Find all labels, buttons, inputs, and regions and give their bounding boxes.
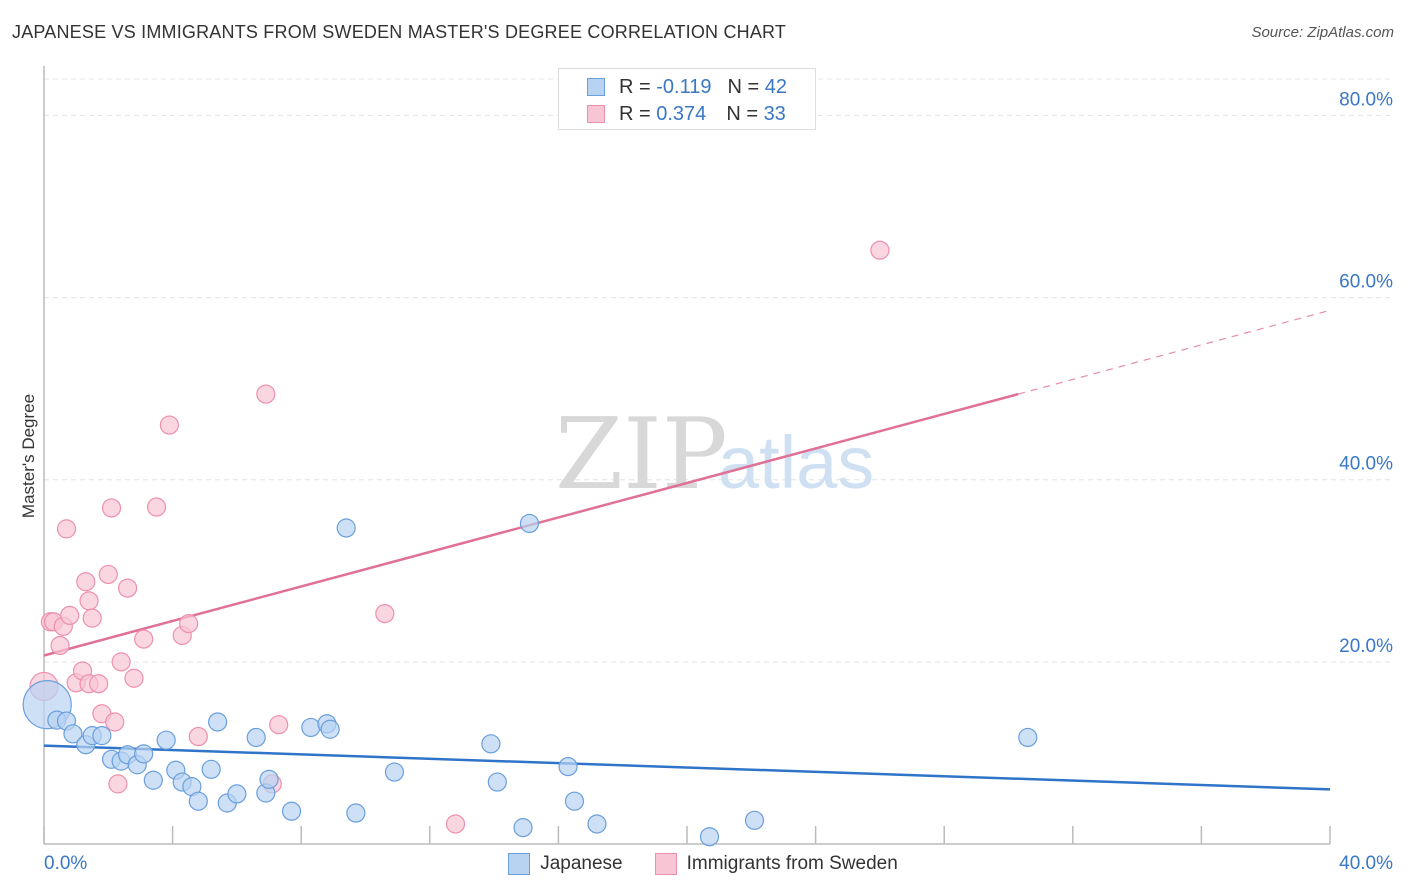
- n-label: N =: [727, 75, 760, 98]
- legend-item-sweden[interactable]: Immigrants from Sweden: [654, 853, 898, 875]
- japanese-point: [513, 818, 533, 838]
- japanese-point: [208, 712, 228, 732]
- x-tick-label: 0.0%: [44, 853, 87, 874]
- axis-layer: [43, 66, 1331, 845]
- chart-title: JAPANESE VS IMMIGRANTS FROM SWEDEN MASTE…: [12, 22, 787, 42]
- japanese-point: [481, 734, 501, 754]
- sweden-point: [56, 519, 77, 539]
- japanese-point: [744, 810, 765, 830]
- sweden-point: [60, 605, 80, 626]
- sweden-point: [146, 497, 167, 517]
- sweden-point: [108, 774, 128, 794]
- watermark-atlas: atlas: [718, 421, 874, 504]
- y-axis-title: Master's Degree: [19, 394, 38, 518]
- japanese-point: [246, 727, 266, 748]
- legend-label-japanese: Japanese: [540, 853, 623, 874]
- sweden-point: [269, 715, 289, 735]
- japanese-point: [259, 769, 279, 789]
- japanese-point: [92, 726, 112, 746]
- legend-label-sweden: Immigrants from Sweden: [686, 853, 898, 874]
- sweden-point: [50, 635, 70, 656]
- sweden-swatch: [654, 853, 677, 875]
- r-label: R =: [619, 75, 651, 98]
- japanese-point: [301, 717, 321, 738]
- sweden-point: [98, 564, 118, 585]
- watermark-zip: ZIP: [555, 398, 728, 512]
- sweden-point: [117, 578, 138, 598]
- japanese-point: [519, 513, 540, 534]
- sweden-point: [188, 726, 208, 747]
- japanese-point: [281, 801, 302, 821]
- sweden-swatch: [587, 105, 605, 123]
- sweden-point: [124, 668, 144, 688]
- japanese-point: [201, 759, 221, 779]
- japanese-point: [63, 724, 83, 744]
- japanese-point: [564, 791, 585, 811]
- sweden-point: [134, 629, 154, 649]
- japanese-point: [558, 756, 578, 777]
- sweden-point: [179, 614, 199, 634]
- n-value: 33: [763, 102, 786, 125]
- y-tick-label: 20.0%: [1339, 636, 1393, 657]
- japanese-point: [699, 827, 720, 847]
- label-layer: 20.0% 40.0% 60.0% 80.0% 0.0% 40.0% Master's De…: [19, 89, 1393, 874]
- sweden-point: [256, 384, 276, 404]
- grid-layer: [44, 78, 1392, 663]
- x-tick-label: 40.0%: [1339, 853, 1393, 874]
- sweden-point: [82, 608, 102, 628]
- legend-row-japanese: R = -0.119 N = 42: [587, 74, 787, 100]
- japanese-swatch: [508, 853, 531, 875]
- sweden-point: [79, 591, 99, 611]
- legend-row-sweden: R = 0.374 N = 33: [587, 101, 786, 127]
- legend-item-japanese[interactable]: Japanese: [508, 853, 623, 875]
- correlation-legend: R = -0.119 N = 42 R = 0.374 N = 33: [558, 68, 816, 130]
- japanese-point: [487, 772, 507, 792]
- japanese-point: [320, 719, 340, 739]
- n-label: N =: [726, 102, 758, 125]
- japanese-point: [587, 814, 607, 834]
- japanese-trend-line: [43, 744, 1331, 791]
- y-tick-label: 60.0%: [1339, 272, 1393, 293]
- japanese-point: [336, 518, 356, 538]
- japanese-point: [384, 762, 405, 782]
- sweden-point: [111, 652, 131, 672]
- sweden-point: [159, 415, 179, 435]
- trend-layer: [43, 309, 1331, 791]
- watermark: ZIP atlas: [555, 398, 874, 512]
- y-tick-label: 80.0%: [1339, 89, 1393, 110]
- japanese-swatch: [587, 78, 605, 96]
- r-label: R =: [619, 102, 651, 125]
- source-label: Source: ZipAtlas.com: [1251, 24, 1394, 41]
- japanese-point: [227, 784, 247, 804]
- series-legend: Japanese Immigrants from Sweden: [0, 850, 1406, 878]
- japanese-point: [1018, 727, 1038, 748]
- japanese-point: [346, 803, 366, 823]
- sweden-point: [105, 712, 125, 732]
- sweden-point: [76, 572, 96, 592]
- r-value: -0.119: [656, 75, 712, 98]
- sweden-point: [101, 498, 122, 518]
- sweden-point: [375, 603, 395, 624]
- japanese-point: [143, 770, 163, 790]
- sweden-trend-extension: [1017, 309, 1331, 395]
- sweden-point: [870, 240, 890, 260]
- japanese-point: [156, 730, 176, 750]
- n-value: 42: [764, 75, 787, 98]
- y-tick-label: 40.0%: [1339, 454, 1393, 475]
- points-layer: [22, 240, 1038, 847]
- japanese-point: [188, 791, 208, 811]
- r-value: 0.374: [656, 102, 707, 125]
- sweden-point: [89, 674, 109, 694]
- sweden-point: [445, 814, 466, 834]
- japanese-point: [134, 744, 154, 764]
